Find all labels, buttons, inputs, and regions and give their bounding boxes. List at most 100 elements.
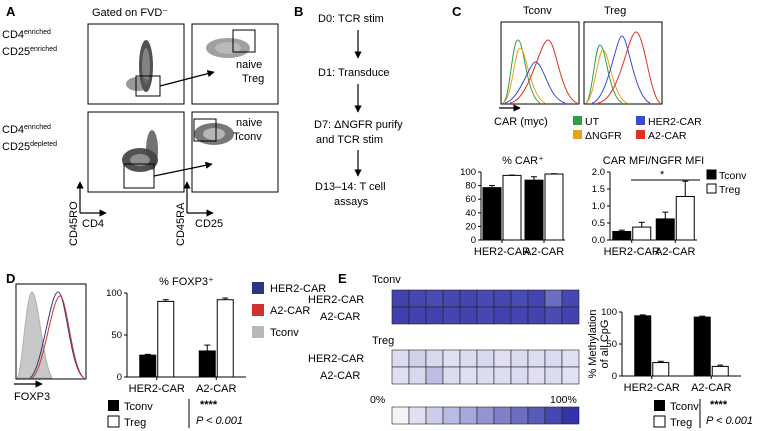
legend-label-tconv: Tconv bbox=[270, 327, 299, 339]
heatmap-row-her2-car: HER2-CAR bbox=[308, 353, 364, 365]
hist-title-tconv: Tconv bbox=[523, 5, 552, 17]
legend-swatch-tconv bbox=[252, 326, 264, 338]
y-axis-label: of all CpG bbox=[599, 320, 611, 369]
chart-methylation: 0 50 100% Methylation of all CpG HER2-CAR A2-… bbox=[587, 307, 741, 394]
scale-cell bbox=[476, 406, 495, 425]
heatmap-cell-tconv-1-4 bbox=[459, 306, 478, 325]
key-label-treg: Treg bbox=[670, 417, 692, 429]
scale-cell bbox=[527, 406, 546, 425]
bar-treg bbox=[652, 362, 670, 377]
bar-tconv bbox=[139, 354, 157, 378]
axis-label-cd4: CD4 bbox=[82, 218, 104, 230]
heatmap-cell-tconv-1-9 bbox=[544, 306, 563, 325]
heatmap-tconv bbox=[391, 289, 580, 325]
heatmap-cell-tconv-1-5 bbox=[476, 306, 495, 325]
protocol-step-d13: D13–14: T cell bbox=[315, 181, 386, 193]
panel-label-e: E bbox=[338, 271, 347, 286]
p-value: P < 0.001 bbox=[196, 415, 243, 427]
x-tick-label: HER2-CAR bbox=[604, 246, 660, 258]
y-tick-label: 1.5 bbox=[592, 184, 605, 195]
heatmap-cell-treg-0-4 bbox=[459, 349, 478, 368]
scale-cell bbox=[561, 406, 580, 425]
y-tick-label: 20 bbox=[465, 221, 476, 232]
heatmap-cell-tconv-0-8 bbox=[527, 289, 546, 308]
heatmap-cell-treg-0-3 bbox=[442, 349, 461, 368]
scale-cell bbox=[510, 406, 529, 425]
gate-label-treg: Treg bbox=[242, 73, 264, 85]
car-histogram-tconv bbox=[500, 21, 580, 105]
heatmap-cell-treg-0-5 bbox=[476, 349, 495, 368]
heatmap-cell-tconv-1-7 bbox=[510, 306, 529, 325]
heatmap-cell-tconv-0-3 bbox=[442, 289, 461, 308]
x-tick-label: HER2-CAR bbox=[474, 246, 530, 258]
heatmap-cell-tconv-1-3 bbox=[442, 306, 461, 325]
heatmap-row-a2-car: A2-CAR bbox=[320, 370, 360, 382]
protocol-step-d7: D7: ΔNGFR purify bbox=[314, 119, 403, 131]
heatmap-title-tconv: Tconv bbox=[372, 274, 401, 286]
heatmap-cell-treg-1-8 bbox=[527, 366, 546, 385]
y-tick-label: 1.0 bbox=[592, 201, 605, 212]
gate-label-naive: naive bbox=[236, 59, 262, 71]
heatmap-cell-treg-0-7 bbox=[510, 349, 529, 368]
car-histogram-tconv-curves bbox=[502, 39, 578, 104]
panel-a-gating-title: Gated on FVD⁻ bbox=[92, 7, 168, 19]
scale-cell bbox=[425, 406, 444, 425]
protocol-step-d7-cont: and TCR stim bbox=[316, 134, 383, 146]
heatmap-cell-treg-0-1 bbox=[408, 349, 427, 368]
bar-treg bbox=[502, 174, 522, 241]
heatmap-cell-treg-1-10 bbox=[561, 366, 580, 385]
heatmap-cell-tconv-0-2 bbox=[425, 289, 444, 308]
heatmap-cell-tconv-0-0 bbox=[391, 289, 410, 308]
bar-treg bbox=[544, 173, 564, 241]
key-swatch-treg bbox=[653, 415, 666, 428]
gate-arrow-row1 bbox=[159, 70, 215, 87]
flow-density-row1-left bbox=[126, 40, 153, 92]
heatmap-row-her2-car: HER2-CAR bbox=[308, 294, 364, 306]
panel-a-row1-sample-label: CD4enriched CD25enriched bbox=[2, 29, 57, 58]
hist-xlabel-car-myc: CAR (myc) bbox=[494, 116, 548, 128]
heatmap-cell-tconv-1-2 bbox=[425, 306, 444, 325]
x-tick-label: A2-CAR bbox=[196, 383, 236, 395]
heatmap-cell-tconv-0-1 bbox=[408, 289, 427, 308]
panel-d-legend: HER2-CAR A2-CAR Tconv bbox=[252, 282, 326, 339]
panel-label-b: B bbox=[294, 4, 303, 19]
bar-tconv bbox=[655, 218, 675, 241]
panel-d-key: Tconv Treg **** P < 0.001 bbox=[107, 399, 243, 429]
gate-naive-tconv bbox=[193, 118, 217, 142]
scale-cell bbox=[408, 406, 427, 425]
hist-xlabel-foxp3: FOXP3 bbox=[14, 391, 50, 403]
axis-label-cd25: CD25 bbox=[195, 218, 223, 230]
bar-tconv bbox=[482, 187, 502, 241]
heatmap-cell-treg-0-8 bbox=[527, 349, 546, 368]
heatmap-cell-tconv-0-10 bbox=[561, 289, 580, 308]
heatmap-cell-treg-0-10 bbox=[561, 349, 580, 368]
flow-density-row2-left bbox=[122, 130, 158, 172]
car-histogram-treg bbox=[583, 21, 663, 105]
y-tick-label: 0.5 bbox=[592, 218, 605, 229]
y-tick-label: 40 bbox=[465, 208, 476, 219]
heatmap-color-scale bbox=[391, 406, 580, 425]
p-value: P < 0.001 bbox=[706, 415, 753, 427]
panel-label-d: D bbox=[6, 271, 15, 286]
x-tick-label: A2-CAR bbox=[691, 382, 731, 394]
legend-swatch-a2-car bbox=[252, 304, 264, 316]
flow-plot-cd25-cd45ra-row1 bbox=[191, 23, 279, 105]
heatmap-cell-tconv-0-4 bbox=[459, 289, 478, 308]
protocol-step-d13-cont: assays bbox=[334, 196, 369, 208]
heatmap-cell-treg-0-9 bbox=[544, 349, 563, 368]
key-label-treg: Treg bbox=[124, 417, 146, 429]
bar-tconv bbox=[693, 316, 711, 377]
protocol-step-d0: D0: TCR stim bbox=[318, 13, 384, 25]
axis-label-cd45ra: CD45RA bbox=[175, 202, 187, 246]
chart-title: % CAR⁺ bbox=[502, 155, 544, 167]
heatmap-title-treg: Treg bbox=[372, 335, 394, 347]
heatmap-cell-tconv-1-1 bbox=[408, 306, 427, 325]
y-tick-label: 50 bbox=[606, 339, 617, 350]
flow-density-row1-right bbox=[206, 38, 250, 58]
bar-treg bbox=[711, 365, 729, 377]
significance-stars: **** bbox=[200, 399, 218, 411]
legend-label-treg: Treg bbox=[719, 184, 740, 196]
x-tick-label: HER2-CAR bbox=[129, 383, 185, 395]
